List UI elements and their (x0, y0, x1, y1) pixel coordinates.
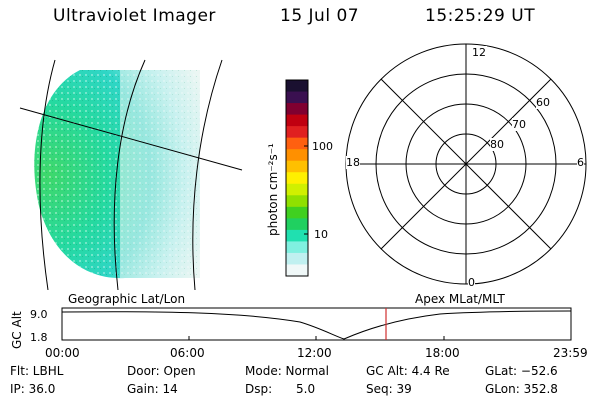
auroral-image (19, 59, 243, 290)
status-ip: IP: 36.0 (10, 382, 56, 396)
status-dsp-value: 5.0 (296, 382, 316, 396)
lat-label-70: 70 (512, 118, 526, 131)
status-glon: GLon: 352.8 (485, 382, 558, 396)
map-grid (19, 59, 243, 290)
time-tick-1200: 12:00 (297, 346, 332, 360)
colorbar-band (286, 137, 308, 150)
time-tick-1800: 18:00 (425, 346, 460, 360)
timeline-right-label: Apex MLat/MLT (415, 292, 505, 306)
mlt-label-0: 0 (468, 276, 475, 289)
status-mode: Mode: Normal (245, 364, 329, 378)
colorbar-tick-label-100: 100 (312, 140, 333, 153)
polar-plot (345, 43, 587, 285)
timeline-plot (61, 307, 572, 341)
polar-diagonal-2 (380, 78, 552, 250)
colorbar-band (286, 218, 308, 231)
colorbar-band (286, 91, 308, 104)
instrument-title: Ultraviolet Imager (53, 6, 216, 26)
emission-region (34, 70, 200, 279)
mlt-label-6: 6 (577, 156, 584, 169)
colorbar-band (286, 126, 308, 139)
colorbar-tick-label-10: 10 (314, 228, 328, 241)
colorbar-band (286, 229, 308, 242)
colorbar-band (286, 114, 308, 127)
timeline-ytick-high: 9.0 (30, 308, 48, 321)
colorbar-band (286, 160, 308, 173)
timeline-axis-title: GC Alt (10, 311, 24, 349)
colorbar-band (286, 172, 308, 185)
altitude-curve (61, 310, 572, 340)
colorbar (285, 79, 309, 277)
timeline-ytick-low: 1.8 (30, 331, 48, 344)
mlt-label-12: 12 (471, 46, 487, 59)
colorbar-band (286, 103, 308, 116)
timeline-frame (61, 307, 572, 341)
colorbar-band (286, 183, 308, 196)
colorbar-band (286, 206, 308, 219)
colorbar-unit-label: photon cm⁻²s⁻¹ (266, 143, 280, 236)
colorbar-band (286, 149, 308, 162)
colorbar-frame (285, 79, 309, 277)
mlt-label-18: 18 (346, 156, 360, 169)
status-gc-alt: GC Alt: 4.4 Re (366, 364, 450, 378)
colorbar-band (286, 252, 308, 265)
colorbar-gradient (286, 80, 308, 277)
lat-label-60: 60 (536, 96, 550, 109)
colorbar-band (286, 195, 308, 208)
status-gain: Gain: 14 (127, 382, 178, 396)
timeline-left-label: Geographic Lat/Lon (68, 292, 186, 306)
colorbar-band (286, 241, 308, 254)
status-dsp-label: Dsp: (245, 382, 273, 396)
status-glat: GLat: −52.6 (485, 364, 558, 378)
colorbar-band (286, 80, 308, 93)
status-seq: Seq: 39 (366, 382, 412, 396)
status-filter: Flt: LBHL (10, 364, 64, 378)
time-tick-2359: 23:59 (553, 346, 588, 360)
time-tick-0000: 00:00 (45, 346, 80, 360)
colorbar-band (286, 264, 308, 277)
lat-label-80: 80 (490, 138, 504, 151)
time-tick-0600: 06:00 (170, 346, 205, 360)
status-door: Door: Open (127, 364, 196, 378)
time-label: 15:25:29 UT (425, 6, 536, 26)
date-label: 15 Jul 07 (280, 6, 360, 26)
